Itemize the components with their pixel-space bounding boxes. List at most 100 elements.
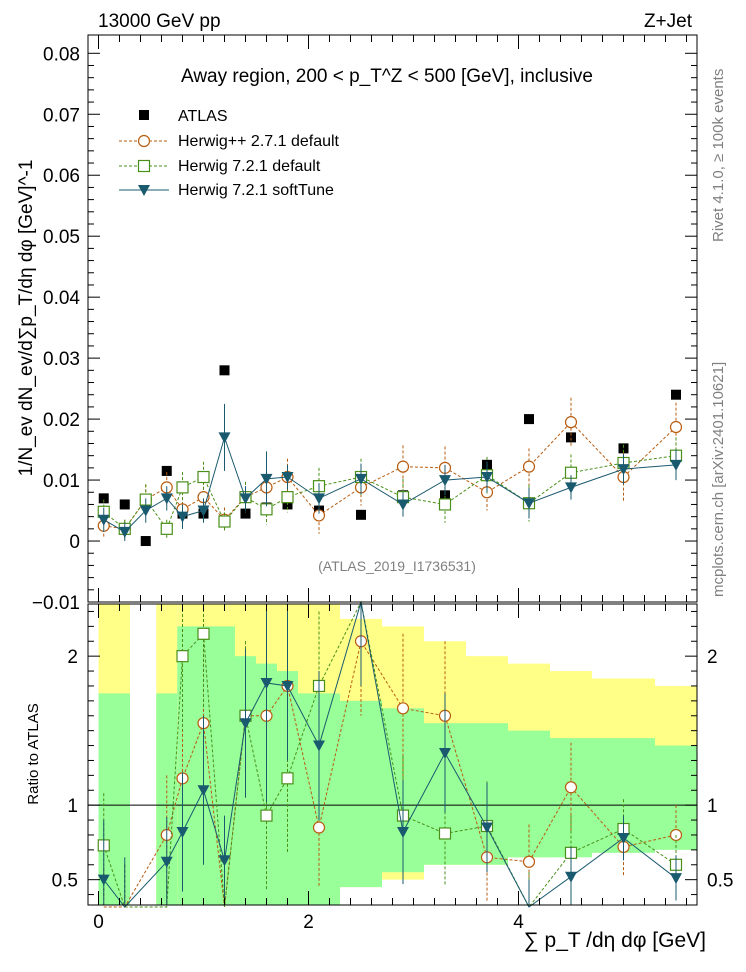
main-point-herwig-7-2-1-default: [176, 481, 189, 494]
ratio-point-herwig-7-2-1-default: [281, 772, 294, 785]
main-point-herwig-2-7-1-default: [396, 460, 410, 473]
main-point-herwig-7-2-1-softtune: [260, 473, 273, 485]
main-y-tick-label: 0.08: [43, 44, 80, 65]
main-series-herwig-7-2-1-softtune: [97, 403, 682, 542]
main-point-herwig-7-2-1-default: [281, 491, 294, 504]
main-y-tick-label: 0.03: [43, 349, 80, 370]
main-series-line: [103, 435, 677, 533]
ratio-point-herwig-7-2-1-softtune: [218, 855, 231, 867]
ratio-green-band: [98, 693, 130, 905]
main-y-tick-label: 0.02: [43, 410, 80, 431]
main-point-atlas: [671, 389, 681, 400]
ratio-series-line: [103, 601, 677, 908]
main-point-herwig-7-2-1-softtune: [670, 459, 682, 471]
x-tick-label: 2: [303, 912, 314, 933]
main-point-atlas: [240, 508, 251, 519]
main-point-herwig-7-2-1-softtune: [313, 493, 325, 505]
main-point-herwig-7-2-1-softtune: [397, 499, 409, 511]
ratio-point-herwig-2-7-1-default: [396, 702, 410, 715]
main-point-herwig-7-2-1-default: [197, 470, 210, 484]
main-y-tick-label: −0.01: [32, 593, 80, 614]
main-point-atlas: [618, 443, 629, 454]
ratio-point-herwig-7-2-1-softtune: [313, 740, 325, 752]
main-point-herwig-7-2-1-default: [438, 498, 452, 511]
main-plot-data: [97, 365, 683, 547]
main-point-herwig-7-2-1-softtune: [239, 493, 252, 505]
main-point-herwig-7-2-1-default: [218, 515, 231, 528]
legend-label-herwig7-softtune: Herwig 7.2.1 softTune: [178, 182, 334, 199]
process-label: Z+Jet: [644, 11, 693, 32]
legend-marker-herwig7-softtune: [138, 185, 150, 196]
main-point-atlas: [566, 432, 576, 443]
ratio-y-axis-title: Ratio to ATLAS: [25, 703, 42, 804]
ratio-point-herwig-7-2-1-softtune: [670, 873, 682, 885]
main-point-herwig-7-2-1-softtune: [197, 505, 210, 517]
ratio-point-herwig-7-2-1-default: [260, 809, 273, 822]
main-point-herwig-7-2-1-softtune: [565, 482, 577, 494]
main-y-axis-title: 1/N_ev dN_ev/d∑p_T/dη dφ [GeV]^-1: [16, 160, 37, 477]
legend-marker-herwig7-default: [137, 159, 151, 173]
main-point-herwig-2-7-1-default: [564, 416, 578, 429]
analysis-tag: (ATLAS_2019_I1736531): [318, 558, 476, 574]
main-y-tick-label: 0.01: [43, 471, 80, 492]
main-point-atlas: [356, 509, 366, 520]
main-point-atlas: [524, 414, 534, 425]
ratio-point-herwig-7-2-1-softtune: [439, 748, 451, 760]
ratio-y-tick-label: 1: [67, 796, 78, 817]
main-point-herwig-7-2-1-softtune: [617, 464, 630, 476]
ratio-point-herwig-7-2-1-softtune: [176, 826, 189, 838]
ratio-point-herwig-7-2-1-softtune: [481, 822, 493, 834]
main-point-herwig-7-2-1-softtune: [523, 498, 535, 510]
ratio-green-band: [508, 730, 550, 858]
ratio-point-herwig-7-2-1-softtune: [160, 856, 173, 868]
ratio-point-herwig-7-2-1-default: [438, 827, 452, 840]
legend-label-herwig7-default: Herwig 7.2.1 default: [178, 158, 321, 175]
legend-marker-herwigpp: [137, 134, 151, 148]
main-point-atlas: [119, 499, 130, 510]
main-series-atlas: [98, 365, 681, 547]
mcplots-credit-label: mcplots.cern.ch [arXiv:2401.10621]: [710, 362, 727, 597]
axes: −0.01 0 0.01 0.02 0.03 0.04 0.05 0.06 0.07 0.08 0.…: [32, 34, 733, 933]
legend-label-herwigpp: Herwig++ 2.7.1 default: [178, 133, 340, 150]
ratio-point-herwig-2-7-1-default: [312, 821, 326, 834]
ratio-point-herwig-7-2-1-softtune: [239, 718, 252, 730]
energy-label: 13000 GeV pp: [98, 11, 221, 32]
rivet-version-label: Rivet 4.1.0, ≥ 100k events: [710, 69, 727, 242]
ratio-point-herwig-2-7-1-default: [564, 781, 578, 794]
ratio-point-herwig-7-2-1-softtune: [281, 680, 294, 692]
main-point-herwig-7-2-1-default: [160, 522, 173, 535]
ratio-point-herwig-7-2-1-softtune: [197, 785, 210, 797]
ratio-green-band: [277, 671, 298, 905]
ratio-y-tick-label: 2: [67, 647, 78, 668]
main-point-herwig-7-2-1-softtune: [281, 472, 294, 484]
main-y-tick-label: 0.05: [43, 227, 80, 248]
main-point-herwig-7-2-1-softtune: [439, 475, 451, 487]
ratio-point-herwig-7-2-1-softtune: [97, 874, 110, 886]
main-point-atlas: [140, 536, 151, 547]
main-y-tick-label: 0.06: [43, 166, 80, 187]
ratio-y-tick-label: 0.5: [52, 871, 78, 892]
legend-label-atlas: ATLAS: [178, 108, 228, 125]
ratio-y-tick-label-right: 2: [707, 647, 718, 668]
ratio-green-band: [177, 626, 193, 905]
main-y-tick-label: 0.07: [43, 105, 80, 126]
x-axis-title: ∑ p_T /dη dφ [GeV]: [524, 929, 706, 952]
main-point-herwig-7-2-1-softtune: [118, 526, 131, 538]
main-point-herwig-7-2-1-softtune: [218, 432, 231, 444]
legend: ATLAS Herwig++ 2.7.1 default Herwig 7.2.…: [119, 108, 340, 199]
main-point-herwig-2-7-1-default: [669, 420, 683, 434]
ratio-point-herwig-7-2-1-softtune: [260, 677, 273, 689]
main-y-tick-label: 0: [69, 532, 80, 553]
ratio-y-tick-label-right: 0.5: [707, 871, 733, 892]
x-tick-label: 0: [93, 912, 104, 933]
ratio-y-tick-label-right: 1: [707, 796, 718, 817]
main-y-tick-label: 0.04: [43, 288, 80, 309]
ratio-point-herwig-7-2-1-softtune: [565, 871, 577, 883]
main-point-atlas: [219, 365, 230, 376]
main-point-herwig-2-7-1-default: [522, 460, 536, 473]
ratio-point-herwig-7-2-1-default: [176, 650, 189, 663]
ratio-point-herwig-7-2-1-softtune: [397, 826, 409, 838]
main-point-herwig-7-2-1-softtune: [481, 472, 493, 484]
